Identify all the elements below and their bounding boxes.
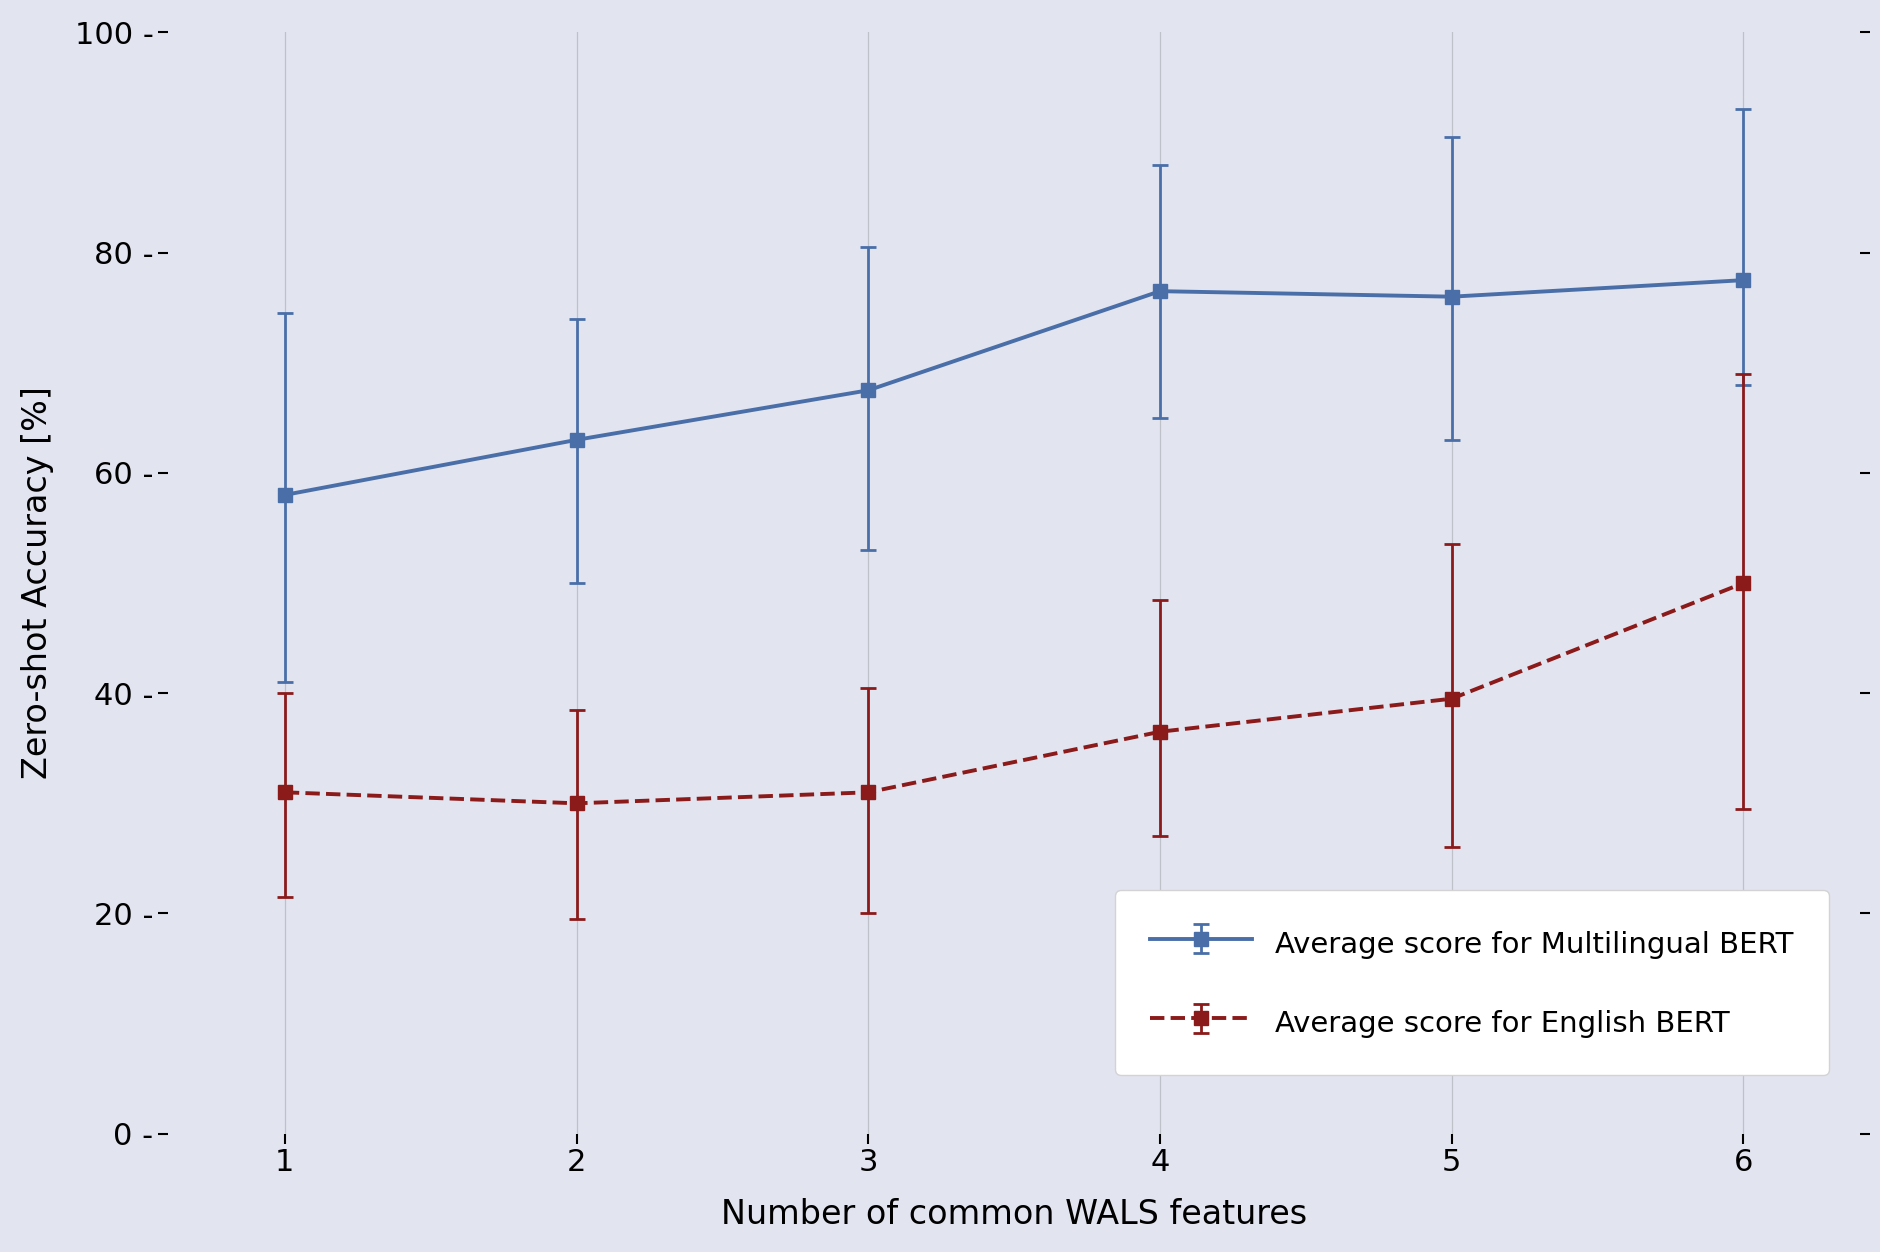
Y-axis label: Zero-shot Accuracy [%]: Zero-shot Accuracy [%]: [21, 387, 55, 780]
Legend: Average score for Multilingual BERT, Average score for English BERT: Average score for Multilingual BERT, Ave…: [1115, 890, 1827, 1075]
X-axis label: Number of common WALS features: Number of common WALS features: [720, 1198, 1307, 1231]
